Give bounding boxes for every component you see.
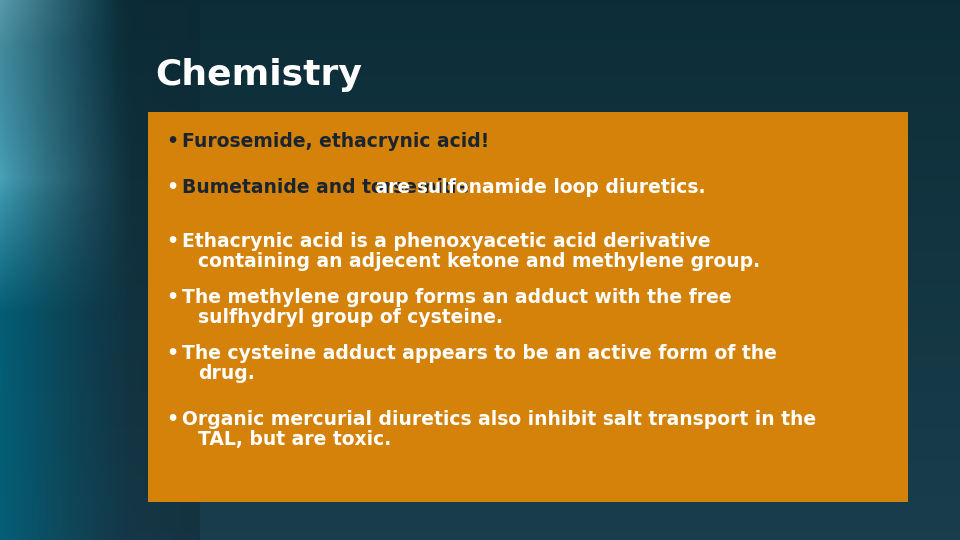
Text: TAL, but are toxic.: TAL, but are toxic. (198, 430, 392, 449)
Text: Ethacrynic acid is a phenoxyacetic acid derivative: Ethacrynic acid is a phenoxyacetic acid … (182, 232, 710, 251)
Text: The cysteine adduct appears to be an active form of the: The cysteine adduct appears to be an act… (182, 344, 777, 363)
Text: Bumetanide and torsemide: Bumetanide and torsemide (182, 178, 469, 197)
Text: containing an adjecent ketone and methylene group.: containing an adjecent ketone and methyl… (198, 252, 760, 271)
Text: •: • (166, 344, 179, 363)
Text: Chemistry: Chemistry (155, 58, 362, 92)
Text: are sulfonamide loop diuretics.: are sulfonamide loop diuretics. (370, 178, 706, 197)
Text: •: • (166, 232, 179, 251)
Text: Furosemide, ethacrynic acid!: Furosemide, ethacrynic acid! (182, 132, 490, 151)
Text: •: • (166, 132, 179, 151)
Text: •: • (166, 178, 179, 197)
Text: sulfhydryl group of cysteine.: sulfhydryl group of cysteine. (198, 308, 503, 327)
Text: Organic mercurial diuretics also inhibit salt transport in the: Organic mercurial diuretics also inhibit… (182, 410, 816, 429)
Text: The methylene group forms an adduct with the free: The methylene group forms an adduct with… (182, 288, 732, 307)
Text: drug.: drug. (198, 364, 254, 383)
Text: •: • (166, 410, 179, 429)
Text: •: • (166, 288, 179, 307)
FancyBboxPatch shape (148, 112, 908, 502)
